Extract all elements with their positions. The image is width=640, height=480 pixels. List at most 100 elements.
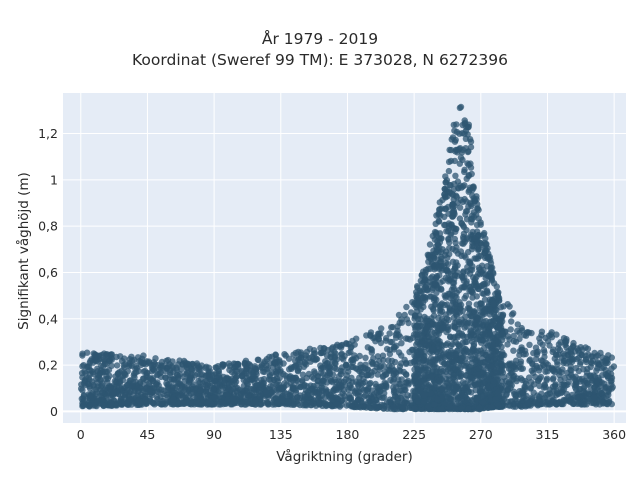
data-point xyxy=(143,373,151,381)
data-point xyxy=(360,364,367,371)
data-point xyxy=(590,394,598,401)
data-point xyxy=(334,401,341,408)
data-point xyxy=(460,362,468,369)
data-point xyxy=(417,387,424,395)
data-point xyxy=(186,376,193,384)
data-point xyxy=(85,374,92,382)
data-point xyxy=(442,267,450,274)
y-tick-label: 0 xyxy=(50,404,58,419)
data-point xyxy=(122,390,129,397)
data-point xyxy=(425,402,432,410)
data-point xyxy=(451,405,459,413)
data-point xyxy=(406,348,413,356)
data-point xyxy=(602,367,609,374)
data-point xyxy=(574,394,581,401)
data-point xyxy=(447,342,454,350)
x-tick-label: 135 xyxy=(269,427,293,442)
data-point xyxy=(426,362,433,369)
data-point xyxy=(390,404,397,411)
data-point xyxy=(142,384,150,392)
data-point xyxy=(163,391,170,399)
data-point xyxy=(108,356,116,363)
data-point xyxy=(431,363,438,370)
data-point xyxy=(121,355,128,362)
data-point xyxy=(468,359,476,366)
data-point xyxy=(301,393,309,400)
data-point xyxy=(80,392,88,400)
data-point xyxy=(220,399,227,406)
data-point xyxy=(446,146,453,154)
data-point xyxy=(462,135,470,142)
data-point xyxy=(582,352,589,359)
x-tick-label: 270 xyxy=(469,427,493,442)
data-point xyxy=(370,404,378,411)
data-point xyxy=(577,378,584,385)
data-point xyxy=(559,387,566,394)
data-point xyxy=(468,289,475,296)
data-point xyxy=(487,265,494,273)
data-point xyxy=(299,371,307,378)
data-point xyxy=(132,362,140,370)
data-point xyxy=(263,362,270,369)
data-point xyxy=(380,372,387,380)
data-point xyxy=(562,382,569,389)
data-point xyxy=(420,303,427,311)
data-point xyxy=(264,401,272,408)
data-point xyxy=(176,371,184,378)
data-point xyxy=(256,393,263,400)
data-point xyxy=(90,402,97,409)
data-point xyxy=(262,388,270,395)
data-point xyxy=(395,331,402,339)
data-point xyxy=(229,395,237,402)
data-point xyxy=(436,272,443,279)
data-point xyxy=(439,358,446,366)
x-tick-label: 180 xyxy=(336,427,360,442)
data-point xyxy=(469,294,476,301)
data-point xyxy=(154,396,161,403)
data-point xyxy=(486,253,493,261)
x-tick-labels: 0 45 90 135 180 225 270 315 360 xyxy=(77,427,626,442)
data-point xyxy=(453,308,460,315)
data-point xyxy=(411,372,418,379)
data-point xyxy=(593,377,601,384)
data-point xyxy=(252,375,260,382)
data-point xyxy=(335,373,343,380)
data-point xyxy=(558,369,565,376)
data-point xyxy=(316,400,323,407)
data-point xyxy=(484,289,491,297)
y-tick-label: 0,8 xyxy=(38,219,58,234)
data-point xyxy=(533,364,541,371)
data-point xyxy=(543,375,551,382)
data-point xyxy=(375,330,382,337)
data-point xyxy=(464,396,471,403)
data-point xyxy=(445,210,452,217)
data-point xyxy=(389,338,396,346)
data-point xyxy=(431,295,438,302)
x-tick-label: 315 xyxy=(536,427,560,442)
data-point xyxy=(522,378,529,385)
data-point xyxy=(389,378,397,385)
data-point xyxy=(192,372,199,379)
data-point xyxy=(431,255,438,262)
data-point xyxy=(526,341,533,348)
data-point xyxy=(471,198,479,205)
data-point xyxy=(129,357,136,364)
data-point xyxy=(313,390,321,397)
data-point xyxy=(445,390,452,398)
data-point xyxy=(466,270,474,277)
data-point xyxy=(442,221,449,229)
data-point xyxy=(576,349,583,357)
y-tick-label: 0,2 xyxy=(38,358,58,373)
data-point xyxy=(433,289,440,296)
data-point xyxy=(281,380,288,387)
data-point xyxy=(458,149,466,156)
data-point xyxy=(79,363,86,370)
data-point xyxy=(544,361,552,368)
x-tick-label: 45 xyxy=(139,427,155,442)
data-point xyxy=(417,327,424,334)
data-point xyxy=(334,396,341,403)
x-tick-label: 0 xyxy=(77,427,85,442)
data-point xyxy=(90,370,97,378)
data-point xyxy=(470,243,477,250)
data-point xyxy=(498,360,505,368)
